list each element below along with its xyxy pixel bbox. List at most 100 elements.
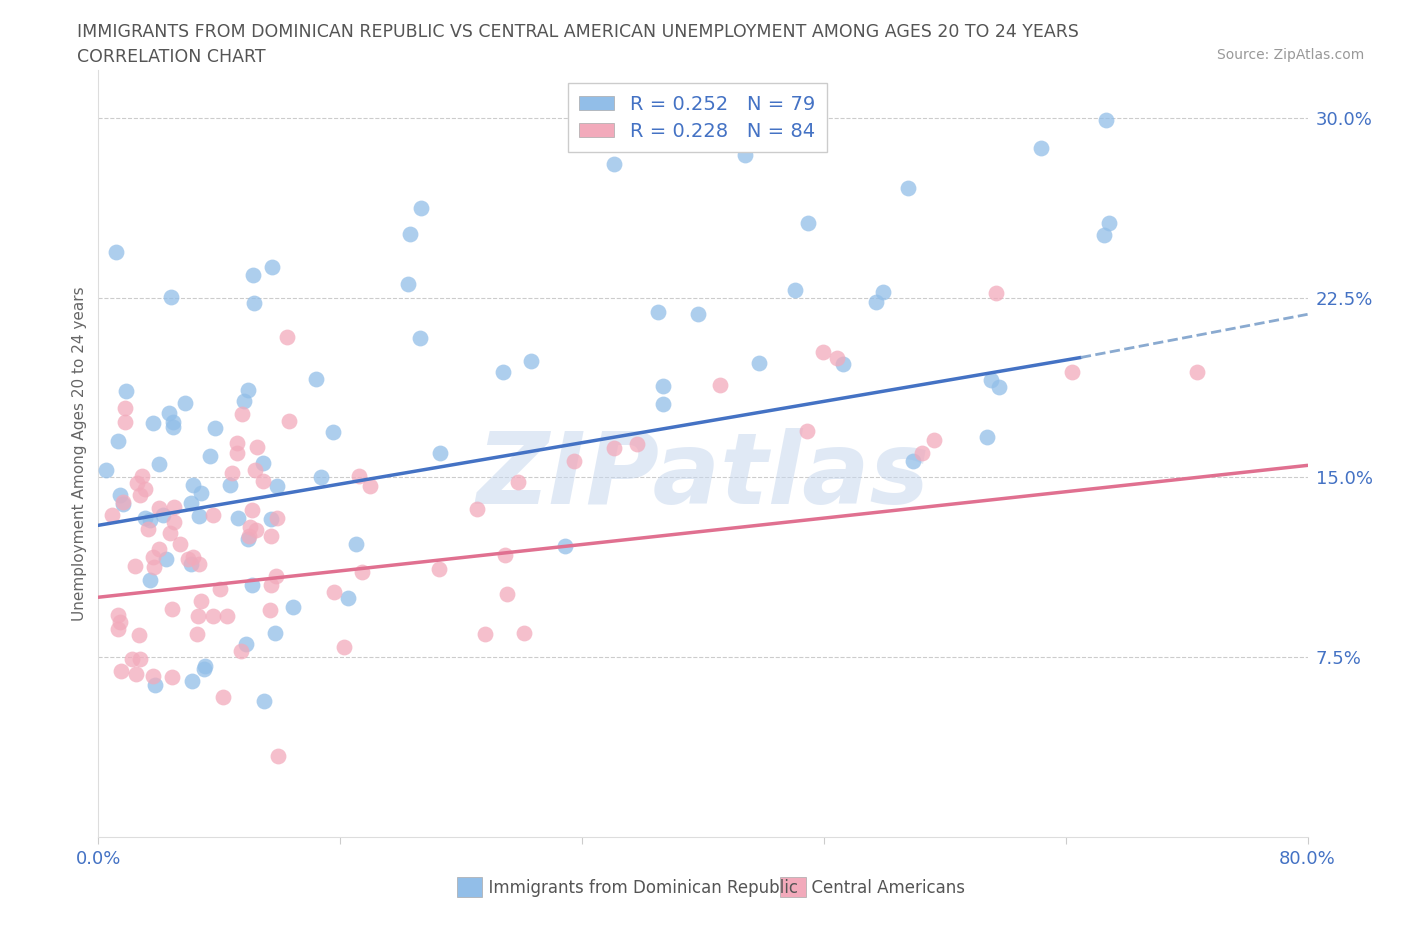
Point [922,432,945,447]
Point [235,636,257,651]
Point [112,497,135,512]
Point [1098,216,1121,231]
Text: Source: ZipAtlas.com: Source: ZipAtlas.com [1216,48,1364,62]
Point [562,454,585,469]
Point [911,445,934,460]
Point [429,445,451,460]
Point [797,216,820,231]
Point [245,462,267,477]
Point [142,550,165,565]
Point [162,415,184,430]
Point [129,651,152,666]
Point [139,512,162,527]
Point [125,666,148,681]
Point [396,277,419,292]
Point [111,495,134,510]
Point [160,601,183,616]
Point [204,420,226,435]
Point [865,295,887,310]
Point [211,690,233,705]
Point [194,658,217,673]
Point [322,424,344,439]
Point [686,306,709,321]
Point [229,644,252,658]
Point [427,562,450,577]
Point [198,449,221,464]
Point [305,372,328,387]
Point [647,305,669,320]
Point [180,556,202,571]
Point [626,436,648,451]
Point [169,537,191,551]
Point [148,500,170,515]
Legend: R = 0.252   N = 79, R = 0.228   N = 84: R = 0.252 N = 79, R = 0.228 N = 84 [568,84,827,153]
Point [506,474,529,489]
Point [155,551,177,566]
Point [217,608,239,623]
Point [260,528,283,543]
Point [267,748,290,763]
Point [107,433,129,448]
Point [264,625,287,640]
Point [333,639,356,654]
Point [277,414,299,429]
Point [239,520,262,535]
Point [190,593,212,608]
Point [281,600,304,615]
Point [260,512,283,526]
Point [201,608,224,623]
Point [238,532,260,547]
Point [162,419,184,434]
Point [242,578,264,592]
Point [96,462,118,477]
Point [226,445,249,460]
Point [264,568,287,583]
Point [186,627,208,642]
Point [796,423,818,438]
Point [259,603,281,618]
Point [163,514,186,529]
Point [110,664,132,679]
Point [177,551,200,566]
Point [138,522,160,537]
Point [138,573,160,588]
Point [142,559,165,574]
Point [825,351,848,365]
Point [131,468,153,483]
Point [603,156,626,171]
Point [232,393,254,408]
Point [260,259,283,274]
Text: IMMIGRANTS FROM DOMINICAN REPUBLIC VS CENTRAL AMERICAN UNEMPLOYMENT AMONG AGES 2: IMMIGRANTS FROM DOMINICAN REPUBLIC VS CE… [77,23,1080,41]
Point [276,330,298,345]
Point [252,455,274,470]
Point [832,356,855,371]
Point [513,626,536,641]
Point [209,581,232,596]
Point [101,508,124,523]
Point [181,673,204,688]
Point [1062,365,1084,379]
Point [554,538,576,553]
Point [344,537,367,551]
Point [785,283,807,298]
Point [245,523,267,538]
Point [124,559,146,574]
Point [492,365,515,379]
Point [359,479,381,494]
Point [1187,365,1209,379]
Point [114,383,136,398]
Point [1092,228,1115,243]
Point [226,511,249,525]
Point [183,477,205,492]
Point [221,466,243,481]
Point [174,396,197,411]
Point [872,284,894,299]
Point [411,201,433,216]
Point [105,245,128,259]
Point [141,416,163,431]
Point [984,286,1007,300]
Point [603,441,626,456]
Point [134,482,156,497]
Point [157,405,180,420]
Point [495,587,517,602]
